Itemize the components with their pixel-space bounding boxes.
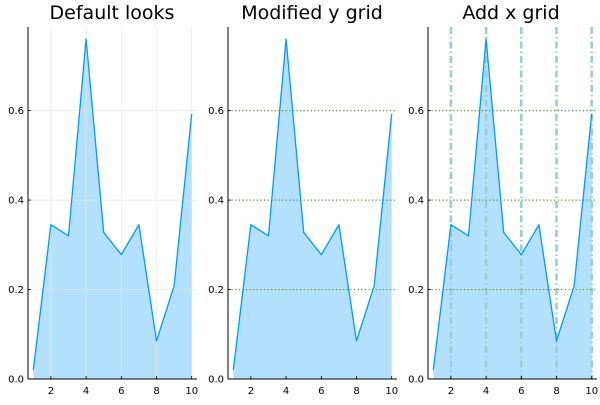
y-tick-label: 0.2 <box>408 285 424 296</box>
y-tick-label: 0.0 <box>408 375 424 386</box>
series-line <box>32 38 193 371</box>
area-fill <box>433 39 592 380</box>
x-tick-label: 8 <box>553 386 559 397</box>
y-tick-label: 0.4 <box>208 196 224 207</box>
panel-title: Default looks <box>50 2 175 24</box>
panel-title: Add x grid <box>462 2 559 24</box>
x-tick-label: 10 <box>385 386 398 397</box>
panel-default-looks: Default looks 2 4 6 8 10 0.0 0.2 0.4 0.6 <box>8 2 198 397</box>
y-tick-label: 0.0 <box>8 375 24 386</box>
y-tick-label: 0.4 <box>408 196 424 207</box>
y-tick-label: 0.4 <box>8 196 24 207</box>
y-tick-label: 0.6 <box>408 106 424 117</box>
x-tick-label: 6 <box>518 386 524 397</box>
area-fill <box>233 39 392 380</box>
x-tick-label: 2 <box>248 386 254 397</box>
y-tick-label: 0.6 <box>8 106 24 117</box>
panel-title: Modified y grid <box>241 2 383 24</box>
x-tick-label: 4 <box>283 386 289 397</box>
panel-add-x-grid: Add x grid 2 4 6 8 10 0.0 0.2 0.4 0.6 <box>408 2 598 397</box>
series-line <box>432 38 593 371</box>
x-tick-label: 8 <box>353 386 359 397</box>
x-tick-label: 4 <box>83 386 89 397</box>
y-tick-label: 0.6 <box>208 106 224 117</box>
x-tick-label: 2 <box>48 386 54 397</box>
panel-modified-y-grid: Modified y grid 2 4 6 8 10 0.0 0.2 0.4 0.6 <box>208 2 398 397</box>
area-fill <box>33 39 192 380</box>
x-tick-label: 10 <box>585 386 598 397</box>
series-line <box>232 38 393 371</box>
x-tick-label: 2 <box>448 386 454 397</box>
x-tick-label: 6 <box>318 386 324 397</box>
x-tick-label: 8 <box>153 386 159 397</box>
y-tick-label: 0.2 <box>8 285 24 296</box>
y-tick-label: 0.2 <box>208 285 224 296</box>
y-tick-label: 0.0 <box>208 375 224 386</box>
x-tick-label: 10 <box>185 386 198 397</box>
x-tick-label: 4 <box>483 386 489 397</box>
x-tick-label: 6 <box>118 386 124 397</box>
